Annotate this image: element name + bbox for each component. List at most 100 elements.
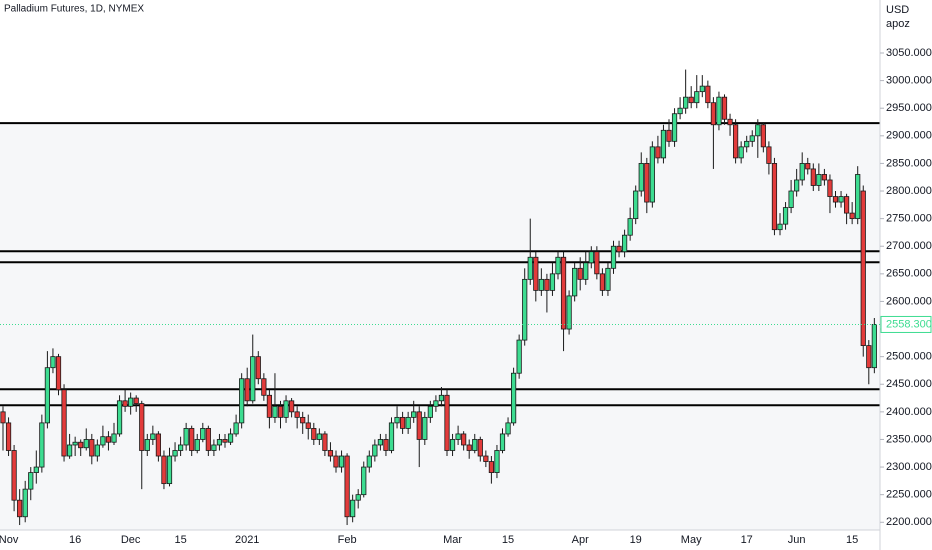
y-tick-label: 2650.0000 (886, 268, 932, 280)
candle-body (128, 397, 134, 407)
candle-body (444, 394, 450, 451)
candle-body (133, 397, 139, 404)
x-tick-label: May (681, 534, 702, 546)
candle-body (366, 455, 372, 468)
candle-body (5, 422, 12, 451)
candle-body (399, 416, 406, 429)
x-tick-label: Dec (121, 534, 141, 546)
candle-body (33, 466, 39, 473)
candle-body (810, 168, 816, 186)
candle-body (172, 450, 178, 457)
candle-body (405, 416, 411, 429)
candle-body (377, 439, 384, 446)
candle-body (771, 163, 778, 231)
candle-body (505, 422, 511, 435)
x-tick-label: 19 (630, 534, 642, 546)
candle-body (394, 416, 400, 424)
candle-body (844, 196, 850, 214)
y-tick-label: 2750.0000 (886, 213, 932, 225)
candle-body (755, 124, 761, 137)
candle-body (627, 218, 633, 236)
candle-body (716, 96, 722, 126)
candle-body (488, 461, 495, 473)
candle-body (560, 256, 567, 330)
candle-body (183, 428, 189, 446)
candle-body (89, 439, 95, 457)
candle-body (144, 439, 150, 451)
candle-body (871, 324, 877, 369)
y-tick-label: 3050.0000 (886, 47, 932, 59)
candle-body (866, 345, 872, 369)
candle-body (200, 428, 206, 440)
candle-body (694, 91, 700, 104)
scale-label: apoz (886, 18, 910, 30)
candle-body (477, 439, 483, 457)
x-tick-label: 2021 (235, 534, 259, 546)
zone (0, 123, 880, 530)
candle-body (760, 124, 766, 148)
y-tick-label: 3000.0000 (886, 75, 932, 87)
candle-body (44, 367, 51, 424)
candle-body (261, 378, 267, 396)
y-tick-label: 2950.0000 (886, 102, 932, 114)
candle-body (721, 96, 728, 120)
candle-body (100, 436, 106, 446)
candle-body (372, 444, 378, 457)
candle-body (272, 405, 278, 418)
candle-body (516, 339, 522, 374)
candle-body (494, 450, 500, 473)
candle-body (805, 163, 811, 170)
candle-body (311, 428, 317, 440)
candle-body (622, 234, 628, 253)
y-tick-label: 2700.0000 (886, 240, 932, 252)
candle-body (305, 422, 311, 429)
candle-body (544, 278, 550, 291)
candle-body (250, 356, 256, 402)
y-tick-label: 2350.0000 (886, 433, 932, 445)
x-tick-label: 16 (69, 534, 81, 546)
candle-body (688, 96, 694, 104)
candle-body (677, 107, 683, 115)
candle-body (194, 439, 200, 451)
candle-body (766, 146, 772, 164)
candle-body (821, 174, 828, 181)
candle-body (116, 400, 123, 435)
candle-body (316, 433, 322, 440)
candle-body (744, 140, 750, 148)
candle-body (738, 146, 744, 159)
candle-body (322, 433, 328, 451)
chart-title: Palladium Futures, 1D, NYMEX (4, 4, 144, 15)
x-tick-label: Nov (0, 534, 19, 546)
candle-body (211, 444, 217, 451)
candle-body (333, 455, 339, 468)
y-tick-label: 2850.0000 (886, 157, 932, 169)
currency: USD (886, 4, 909, 16)
candle-body (583, 262, 589, 280)
candle-body (427, 405, 433, 418)
candle-body (572, 267, 578, 297)
candle-body (239, 378, 245, 424)
candle-body (577, 267, 583, 280)
candle-body (50, 356, 56, 369)
candle-body (566, 295, 572, 330)
candle-body (383, 439, 389, 451)
candle-body (67, 444, 73, 457)
candle-body (527, 256, 533, 280)
candle-body (605, 267, 611, 291)
candle-body (671, 113, 678, 142)
candle-body (816, 174, 822, 186)
candle-body (538, 278, 544, 291)
candle-body (794, 179, 800, 192)
x-tick-label: 15 (174, 534, 186, 546)
candle-body (461, 433, 467, 446)
candle-body (205, 428, 211, 451)
candle-body (416, 411, 422, 440)
candle-body (749, 135, 755, 142)
candle-body (105, 436, 112, 443)
candle-body (599, 273, 606, 291)
candle-body (266, 394, 273, 418)
candle-body (222, 439, 228, 443)
candle-body (300, 416, 306, 424)
x-tick-label: 15 (846, 534, 858, 546)
candle-body (344, 455, 350, 518)
